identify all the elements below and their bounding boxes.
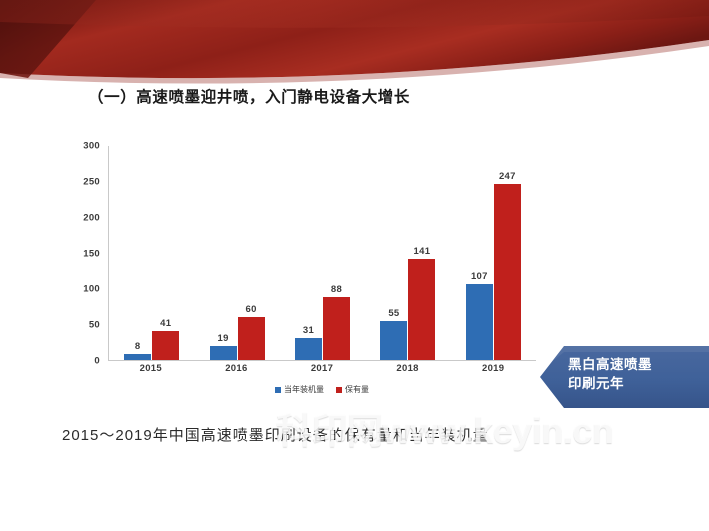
x-tick: 2017 bbox=[310, 363, 334, 374]
y-tick: 50 bbox=[88, 319, 100, 331]
bar: 19 bbox=[209, 146, 237, 360]
x-tick: 2019 bbox=[482, 363, 505, 374]
bar: 60 bbox=[237, 146, 265, 360]
bar-fill bbox=[380, 320, 408, 360]
bar: 107 bbox=[465, 146, 493, 360]
bar-fill bbox=[152, 330, 180, 360]
legend-label: 保有量 bbox=[345, 385, 369, 394]
bar-value-label: 8 bbox=[134, 341, 141, 353]
bar-value-label: 60 bbox=[245, 304, 257, 316]
chart-caption: 2015～2019年中国高速喷墨印刷设备的保有量和当年装机量 bbox=[62, 427, 489, 444]
callout-arrow-shape bbox=[540, 346, 709, 408]
bar-fill bbox=[237, 317, 265, 360]
callout-banner: 黑白高速喷墨 印刷元年 bbox=[540, 344, 709, 410]
callout-line-1: 黑白高速喷墨 bbox=[568, 357, 652, 372]
legend-label: 当年装机量 bbox=[284, 385, 324, 394]
bar-value-label: 88 bbox=[330, 284, 343, 296]
bar-fill bbox=[295, 337, 323, 360]
bar-value-label: 247 bbox=[498, 170, 516, 182]
bar-group: 31 88 bbox=[280, 146, 365, 360]
top-banner bbox=[0, 0, 709, 95]
legend-swatch bbox=[336, 386, 342, 393]
top-banner-shape bbox=[0, 0, 709, 84]
bar-group: 19 60 bbox=[194, 146, 279, 360]
legend-swatch bbox=[275, 386, 281, 393]
callout-line-2: 印刷元年 bbox=[568, 375, 624, 391]
x-tick: 2015 bbox=[139, 363, 162, 374]
bar-fill bbox=[209, 346, 237, 360]
x-axis: 2015 2016 2017 2018 2019 bbox=[108, 363, 536, 374]
y-tick: 100 bbox=[83, 283, 100, 295]
bar-value-label: 107 bbox=[470, 270, 488, 282]
x-tick: 2016 bbox=[225, 363, 248, 374]
bar-group: 8 41 bbox=[109, 146, 194, 360]
bar: 31 bbox=[295, 146, 323, 360]
bar-value-label: 141 bbox=[413, 246, 431, 258]
bar: 88 bbox=[323, 146, 351, 360]
bar: 247 bbox=[493, 146, 521, 360]
bar-fill bbox=[465, 283, 493, 360]
bar-groups: 8 41 19 60 31 88 55 141 107 247 bbox=[109, 146, 536, 360]
y-axis: 300 250 200 150 100 50 0 bbox=[66, 141, 100, 367]
y-tick: 0 bbox=[94, 355, 100, 367]
bar-fill bbox=[408, 259, 436, 360]
x-tick: 2018 bbox=[396, 363, 419, 374]
page-title: （一）高速喷墨迎井喷，入门静电设备大增长 bbox=[88, 89, 411, 106]
bar: 8 bbox=[124, 146, 152, 360]
bar-group: 55 141 bbox=[365, 146, 450, 360]
y-tick: 250 bbox=[83, 176, 100, 188]
bar-chart: 300 250 200 150 100 50 0 8 41 19 60 31 88 55 14… bbox=[66, 141, 536, 394]
y-tick: 200 bbox=[83, 212, 100, 224]
chart-legend: 当年装机量 保有量 bbox=[108, 384, 536, 395]
y-tick: 150 bbox=[83, 248, 100, 259]
y-tick: 300 bbox=[83, 140, 100, 152]
bar: 141 bbox=[408, 146, 436, 360]
bar: 41 bbox=[152, 146, 180, 360]
bar-value-label: 55 bbox=[388, 307, 400, 319]
bar-group: 107 247 bbox=[451, 146, 536, 360]
bar-value-label: 31 bbox=[302, 324, 315, 336]
bar: 55 bbox=[380, 146, 408, 360]
callout-text: 黑白高速喷墨 印刷元年 bbox=[568, 356, 700, 393]
bar-value-label: 41 bbox=[160, 317, 172, 329]
bar-fill bbox=[124, 354, 152, 360]
legend-item: 保有量 bbox=[336, 384, 369, 395]
legend-item: 当年装机量 bbox=[275, 384, 324, 395]
bar-value-label: 19 bbox=[217, 333, 229, 345]
plot-area: 8 41 19 60 31 88 55 141 107 247 bbox=[108, 146, 536, 361]
bar-fill bbox=[493, 183, 521, 360]
bar-fill bbox=[323, 297, 351, 360]
